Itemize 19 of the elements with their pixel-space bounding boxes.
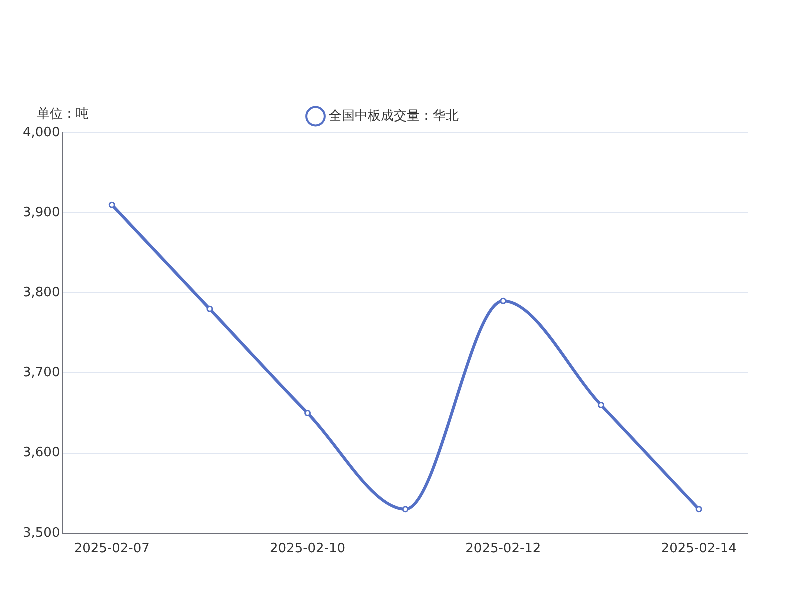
legend-label: 全国中板成交量：华北 — [328, 108, 459, 124]
point — [402, 506, 409, 513]
y-axis-title: 单位：吨 — [37, 106, 90, 122]
point — [696, 506, 702, 513]
point — [598, 402, 605, 409]
y-tick-label: 3,700 — [23, 366, 60, 381]
y-tick-label: 3,600 — [23, 446, 60, 461]
point — [500, 298, 507, 304]
y-tick-label: 4,000 — [23, 125, 60, 140]
x-tick-label: 2025-02-10 — [270, 542, 346, 557]
y-tick-label: 3,500 — [23, 526, 60, 541]
point — [304, 410, 312, 417]
x-tick-label: 2025-02-14 — [661, 542, 737, 557]
x-tick-label: 2025-02-12 — [466, 542, 542, 557]
point — [108, 202, 116, 208]
y-tick-label: 3,800 — [23, 286, 60, 301]
point — [206, 306, 214, 312]
y-tick-label: 3,900 — [23, 205, 60, 220]
x-tick-label: 2025-02-07 — [74, 542, 150, 557]
